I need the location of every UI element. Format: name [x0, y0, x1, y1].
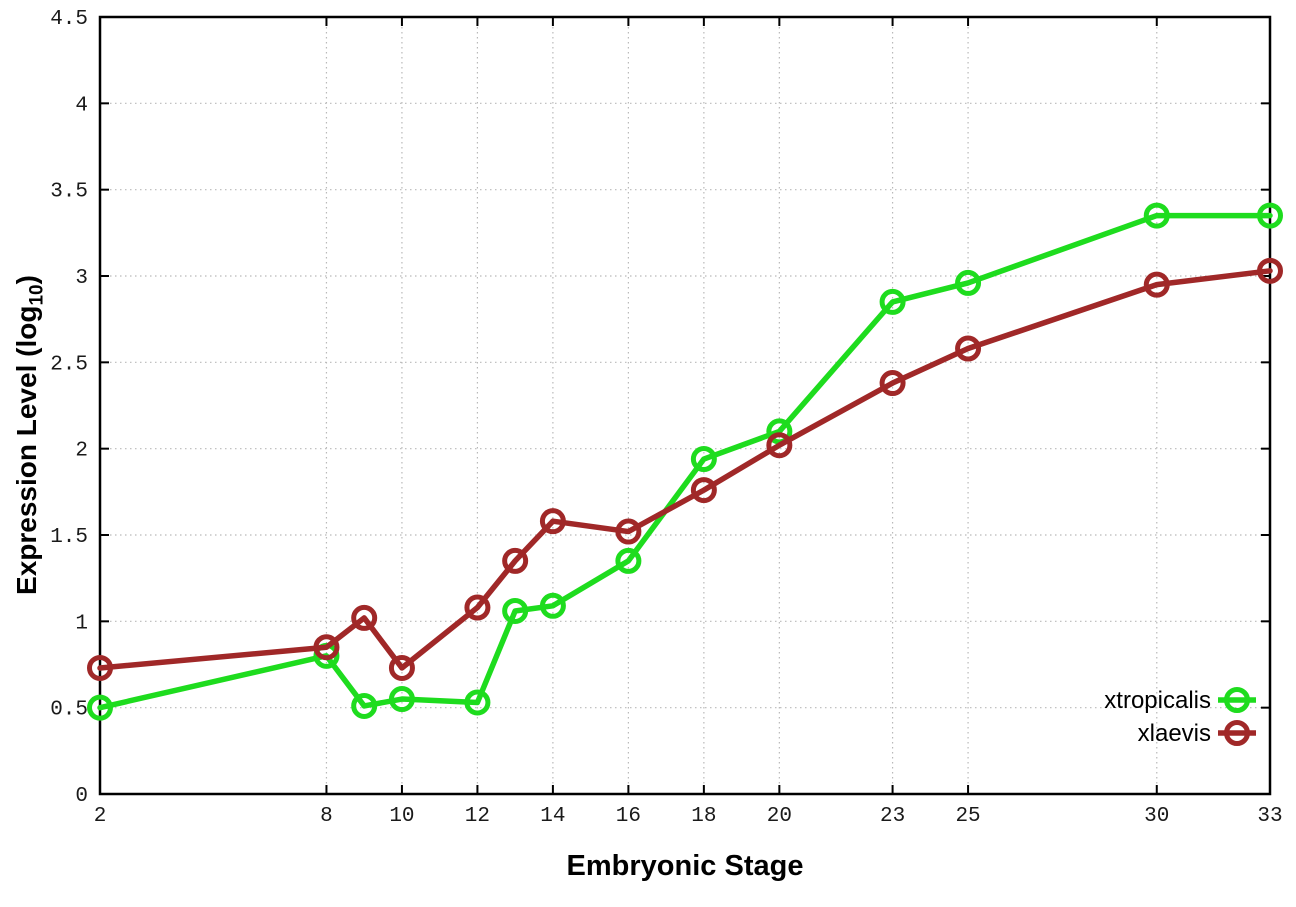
series-xtropicalis-marker-25: [955, 269, 982, 296]
legend-label-xlaevis: xlaevis: [1138, 720, 1211, 747]
y-tick-label-3: 3: [75, 267, 88, 290]
series-xtropicalis-marker-2: [87, 694, 113, 721]
x-tick-label-16: 16: [616, 805, 641, 828]
series-xlaevis-marker-33: [1257, 257, 1283, 284]
plot-border: [98, 15, 1272, 796]
x-tick-label-23: 23: [880, 805, 905, 828]
y-tick-label-3.5: 3.5: [50, 181, 88, 204]
y-tick-label-4.5: 4.5: [50, 8, 88, 31]
series-xlaevis-marker-16: [615, 518, 642, 545]
y-tick-label-1.5: 1.5: [50, 526, 88, 549]
series-xtropicalis-marker-14: [539, 592, 566, 619]
y-tick-label-0: 0: [75, 785, 88, 808]
x-tick-label-12: 12: [465, 805, 490, 828]
x-tick-label-33: 33: [1257, 805, 1282, 828]
series-xtropicalis-marker-30: [1143, 202, 1170, 229]
series-xtropicalis-marker-10: [388, 686, 415, 713]
series-xlaevis-marker-8: [313, 634, 340, 661]
series-xlaevis-marker-9: [351, 604, 378, 631]
x-tick-label-30: 30: [1144, 805, 1169, 828]
x-tick-label-25: 25: [955, 805, 980, 828]
x-tick-label-14: 14: [540, 805, 565, 828]
y-axis-title: Expression Level (log10): [10, 235, 48, 635]
y-axis-title-text: Expression Level (log: [11, 305, 42, 595]
series-xlaevis-marker-25: [955, 335, 982, 362]
series-xlaevis-marker-12: [464, 594, 491, 621]
series-xtropicalis-marker-23: [879, 288, 906, 315]
x-tick-label-8: 8: [320, 805, 333, 828]
series-xtropicalis-marker-18: [690, 446, 717, 473]
y-tick-label-1: 1: [75, 612, 88, 635]
series-xlaevis-marker-23: [879, 370, 906, 397]
y-tick-label-2: 2: [75, 440, 88, 463]
series-xtropicalis-line: [97, 212, 1273, 711]
series-xtropicalis-marker-33: [1257, 202, 1283, 229]
series-xlaevis-marker-10: [388, 654, 415, 681]
series-xlaevis-marker-2: [87, 654, 113, 681]
series-xlaevis-marker-18: [690, 477, 717, 504]
series-xtropicalis-marker-9: [351, 692, 378, 719]
series-xtropicalis-marker-12: [464, 689, 491, 716]
x-axis-title: Embryonic Stage: [566, 850, 804, 882]
series-xlaevis-marker-14: [539, 508, 566, 535]
y-axis-title-suffix: ): [11, 275, 42, 285]
y-tick-label-0.5: 0.5: [50, 699, 88, 722]
x-tick-label-10: 10: [389, 805, 414, 828]
series-xlaevis-marker-13: [502, 547, 529, 574]
x-tick-label-20: 20: [767, 805, 792, 828]
series-xtropicalis-marker-16: [615, 547, 642, 574]
x-tick-label-2: 2: [94, 805, 107, 828]
series-xlaevis-marker-20: [766, 432, 793, 459]
series-xlaevis-line: [97, 268, 1273, 671]
y-tick-label-2.5: 2.5: [50, 353, 88, 376]
y-axis-title-subscript: 10: [26, 284, 48, 306]
legend-label-xtropicalis: xtropicalis: [1104, 687, 1211, 714]
legend-sample-marker-xlaevis: [1224, 720, 1250, 746]
series-xlaevis-marker-30: [1143, 271, 1170, 298]
y-tick-label-4: 4: [75, 94, 88, 117]
series-xtropicalis-marker-20: [766, 418, 793, 445]
legend-sample-marker-xtropicalis: [1224, 687, 1250, 713]
series-xtropicalis-marker-13: [502, 597, 529, 624]
x-tick-label-18: 18: [691, 805, 716, 828]
